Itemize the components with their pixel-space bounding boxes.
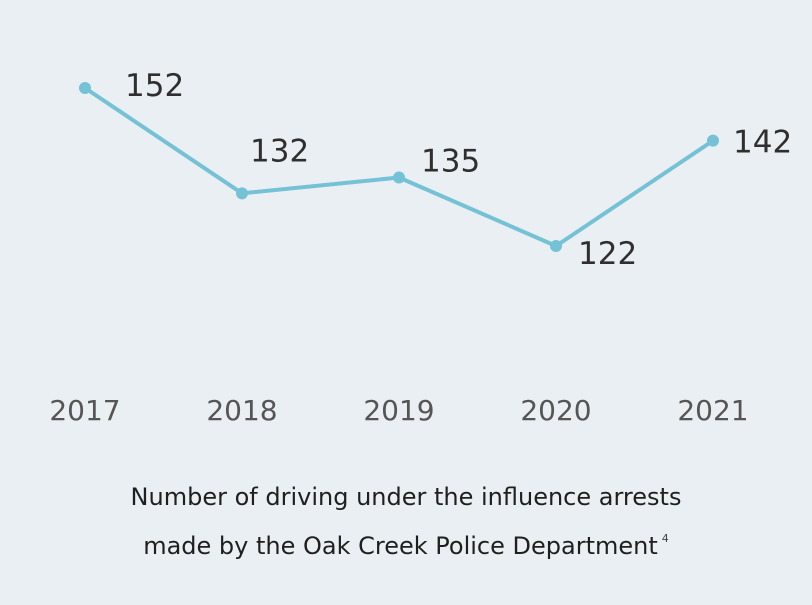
chart-caption: Number of driving under the influence ar… <box>0 476 812 567</box>
x-tick-label-2019: 2019 <box>363 394 434 427</box>
data-label-2017: 152 <box>125 68 184 104</box>
data-point-2020 <box>550 240 562 252</box>
data-point-2018 <box>236 187 248 200</box>
data-point-2017 <box>79 82 91 94</box>
x-tick-label-2017: 2017 <box>49 394 120 427</box>
data-label-2021: 142 <box>733 125 792 161</box>
data-point-2019 <box>393 171 405 184</box>
x-tick-label-2020: 2020 <box>520 394 591 427</box>
caption-line-1: Number of driving under the influence ar… <box>130 483 682 511</box>
caption-line-2-text: made by the Oak Creek Police Department <box>143 532 658 560</box>
x-tick-label-2018: 2018 <box>206 394 277 427</box>
data-label-2020: 122 <box>578 236 637 272</box>
data-label-2019: 135 <box>421 144 480 180</box>
footnote-marker: 4 <box>661 532 669 545</box>
caption-line-2: made by the Oak Creek Police Department 4 <box>0 518 812 567</box>
x-tick-label-2021: 2021 <box>677 394 748 427</box>
data-point-2021 <box>707 134 719 147</box>
line-chart: 152 2017 132 2018 135 2019 122 2020 142 2021 <box>49 68 792 427</box>
data-label-2018: 132 <box>250 133 309 169</box>
series-line <box>83 86 715 248</box>
